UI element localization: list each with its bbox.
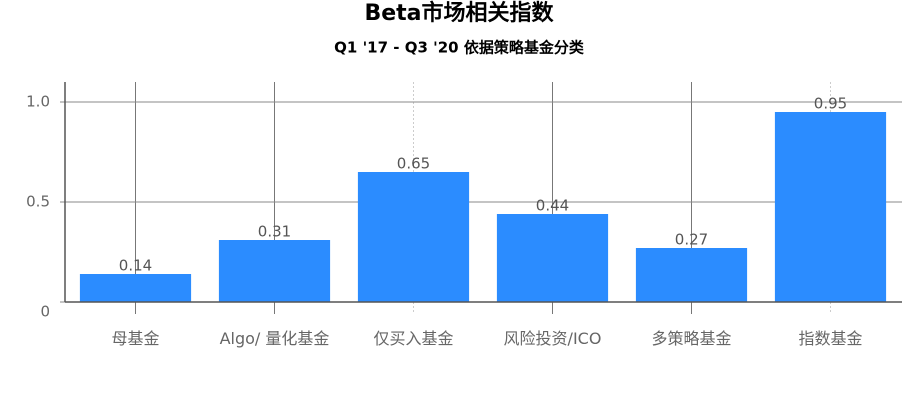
bar <box>357 172 470 302</box>
chart-subtitle: Q1 '17 - Q3 '20 依据策略基金分类 <box>334 39 585 57</box>
x-tick-label: 风险投资/ICO <box>503 329 602 348</box>
value-label: 0.65 <box>397 155 430 173</box>
x-tick-label: 仅买入基金 <box>373 329 454 348</box>
value-label: 0.27 <box>675 231 708 249</box>
x-tick-label: 多策略基金 <box>651 329 732 348</box>
x-tick-label: Algo/ 量化基金 <box>219 329 330 348</box>
value-label: 0.14 <box>119 257 152 275</box>
y-tick-label: 0 <box>40 303 50 321</box>
bar <box>635 248 748 302</box>
value-label: 0.31 <box>258 223 291 241</box>
chart-title: Beta市场相关指数 <box>364 0 554 26</box>
x-tick-label: 指数基金 <box>798 329 863 348</box>
x-tick-label: 母基金 <box>111 329 160 348</box>
bar <box>496 214 609 302</box>
value-label: 0.95 <box>814 95 847 113</box>
bar <box>218 240 331 302</box>
y-tick-label: 1.0 <box>26 93 50 111</box>
bar <box>774 112 887 302</box>
bar <box>79 274 192 302</box>
value-label: 0.44 <box>536 197 569 215</box>
y-tick-label: 0.5 <box>26 193 50 211</box>
